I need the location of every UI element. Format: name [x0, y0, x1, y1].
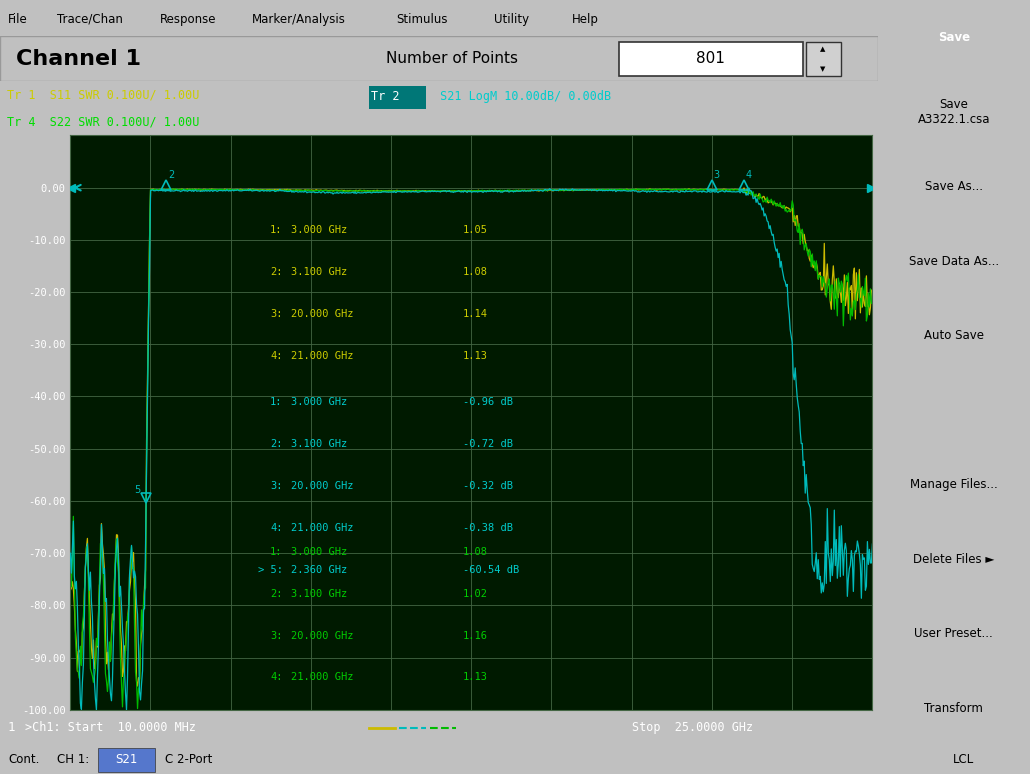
Text: 2:: 2:: [270, 588, 282, 598]
Text: 3.100 GHz: 3.100 GHz: [290, 588, 347, 598]
FancyBboxPatch shape: [805, 42, 840, 76]
Text: 3.100 GHz: 3.100 GHz: [290, 267, 347, 277]
Text: 3.100 GHz: 3.100 GHz: [290, 440, 347, 449]
Text: 3: 3: [714, 170, 720, 180]
Text: 1.08: 1.08: [464, 546, 488, 557]
Text: 3.000 GHz: 3.000 GHz: [290, 397, 347, 407]
Text: User Preset...: User Preset...: [915, 628, 993, 640]
Text: C 2-Port: C 2-Port: [165, 753, 212, 766]
Text: 1.14: 1.14: [464, 309, 488, 319]
Text: 2:: 2:: [270, 267, 282, 277]
Text: -0.32 dB: -0.32 dB: [464, 481, 513, 491]
Text: -0.38 dB: -0.38 dB: [464, 523, 513, 533]
Text: ▲: ▲: [821, 46, 826, 52]
Text: 1.16: 1.16: [464, 631, 488, 641]
Text: 4:: 4:: [270, 673, 282, 683]
Text: Response: Response: [160, 12, 216, 26]
Text: Save Data As...: Save Data As...: [908, 255, 999, 268]
Text: > 5:: > 5:: [258, 565, 282, 575]
Text: -60.54 dB: -60.54 dB: [464, 565, 519, 575]
Text: Transform: Transform: [924, 702, 984, 715]
Text: Manage Files...: Manage Files...: [909, 478, 998, 491]
Text: 2: 2: [168, 170, 174, 180]
Text: 2.360 GHz: 2.360 GHz: [290, 565, 347, 575]
Text: 20.000 GHz: 20.000 GHz: [290, 309, 353, 319]
Text: 1:: 1:: [270, 397, 282, 407]
Text: 3:: 3:: [270, 309, 282, 319]
Text: Tr 4  S22 SWR 0.100U/ 1.00U: Tr 4 S22 SWR 0.100U/ 1.00U: [7, 115, 200, 128]
Text: 1.02: 1.02: [464, 588, 488, 598]
Bar: [98, 748, 154, 772]
Text: File: File: [8, 12, 28, 26]
Text: Tr 2: Tr 2: [371, 90, 400, 103]
Text: Save As...: Save As...: [925, 180, 983, 194]
Text: 1.13: 1.13: [464, 351, 488, 361]
Text: Marker/Analysis: Marker/Analysis: [252, 12, 346, 26]
Text: Save
A3322.1.csa: Save A3322.1.csa: [918, 98, 990, 126]
Text: Help: Help: [572, 12, 598, 26]
Text: 1: 1: [7, 721, 14, 734]
Text: >Ch1: Start  10.0000 MHz: >Ch1: Start 10.0000 MHz: [25, 721, 196, 734]
Text: 1:: 1:: [270, 225, 282, 235]
Text: Auto Save: Auto Save: [924, 329, 984, 342]
Bar: [369, 86, 425, 109]
Text: 21.000 GHz: 21.000 GHz: [290, 351, 353, 361]
Text: 2:: 2:: [270, 440, 282, 449]
Text: CH 1:: CH 1:: [57, 753, 89, 766]
Text: -0.72 dB: -0.72 dB: [464, 440, 513, 449]
Text: Save: Save: [937, 31, 970, 44]
Text: 3:: 3:: [270, 481, 282, 491]
Text: Stimulus: Stimulus: [397, 12, 448, 26]
Text: 3.000 GHz: 3.000 GHz: [290, 225, 347, 235]
Text: -0.96 dB: -0.96 dB: [464, 397, 513, 407]
Text: Cont.: Cont.: [8, 753, 39, 766]
Text: Utility: Utility: [494, 12, 529, 26]
Text: 1.13: 1.13: [464, 673, 488, 683]
Text: Delete Files ►: Delete Files ►: [913, 553, 995, 566]
Text: 1.08: 1.08: [464, 267, 488, 277]
Text: Tr 1  S11 SWR 0.100U/ 1.00U: Tr 1 S11 SWR 0.100U/ 1.00U: [7, 89, 200, 102]
Text: 21.000 GHz: 21.000 GHz: [290, 523, 353, 533]
Text: ▼: ▼: [821, 66, 826, 72]
Text: 1:: 1:: [270, 546, 282, 557]
Text: Trace/Chan: Trace/Chan: [57, 12, 123, 26]
Text: 3:: 3:: [270, 631, 282, 641]
Text: 5: 5: [134, 485, 140, 495]
FancyBboxPatch shape: [619, 42, 803, 76]
Text: 20.000 GHz: 20.000 GHz: [290, 631, 353, 641]
Text: LCL: LCL: [953, 753, 974, 766]
Text: Channel 1: Channel 1: [15, 49, 141, 69]
Text: 3.000 GHz: 3.000 GHz: [290, 546, 347, 557]
Text: S21 LogM 10.00dB/ 0.00dB: S21 LogM 10.00dB/ 0.00dB: [433, 90, 611, 103]
Text: Number of Points: Number of Points: [386, 51, 518, 67]
Text: 4:: 4:: [270, 351, 282, 361]
Text: 20.000 GHz: 20.000 GHz: [290, 481, 353, 491]
Text: 4:: 4:: [270, 523, 282, 533]
Text: 1.05: 1.05: [464, 225, 488, 235]
Text: 21.000 GHz: 21.000 GHz: [290, 673, 353, 683]
Text: S21: S21: [115, 753, 137, 766]
Text: 801: 801: [696, 51, 725, 67]
Text: 4: 4: [746, 170, 752, 180]
Text: Stop  25.0000 GHz: Stop 25.0000 GHz: [631, 721, 753, 734]
